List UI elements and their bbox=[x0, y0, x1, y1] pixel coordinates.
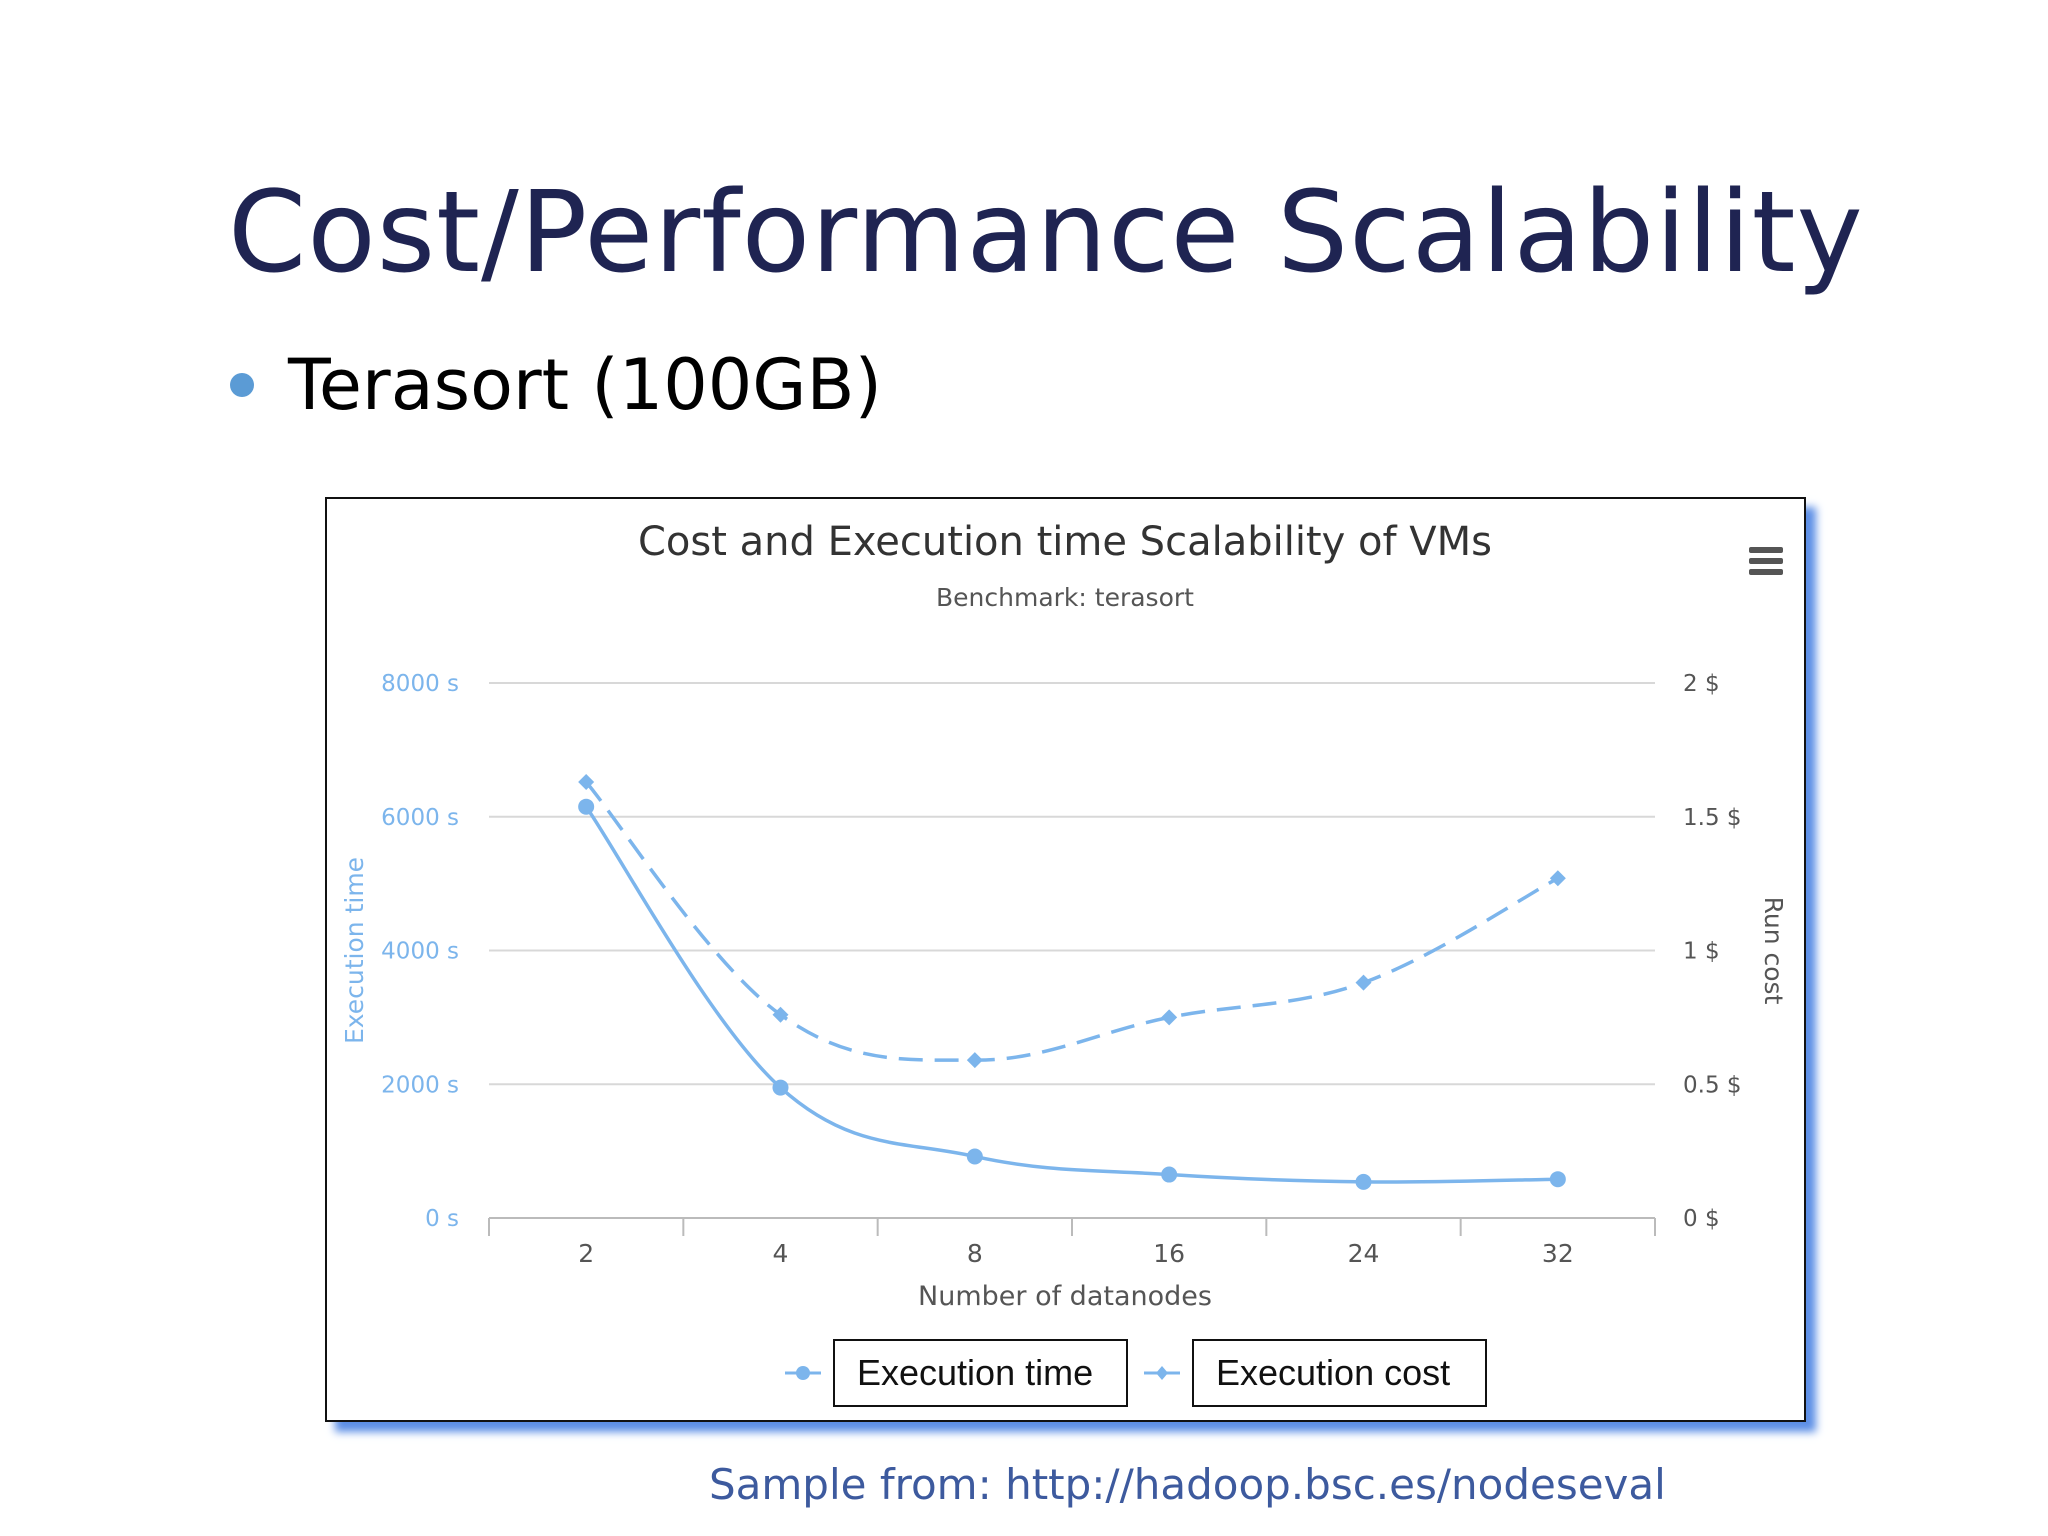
y-right-tick-label: 0.5 $ bbox=[1683, 1072, 1742, 1098]
series-point-1 bbox=[578, 773, 595, 790]
bullet-text: Terasort (100GB) bbox=[288, 344, 882, 426]
y-left-axis-title: Execution time bbox=[340, 857, 369, 1044]
legend-item-execution-cost[interactable]: Execution cost bbox=[1144, 1339, 1487, 1407]
chart-frame: Cost and Execution time Scalability of V… bbox=[325, 497, 1806, 1422]
series-point-1 bbox=[966, 1052, 983, 1069]
y-left-tick-label: 0 s bbox=[425, 1206, 459, 1232]
x-tick-label: 8 bbox=[967, 1239, 983, 1268]
y-left-tick-label: 2000 s bbox=[381, 1072, 459, 1098]
hamburger-menu-icon[interactable] bbox=[1749, 547, 1783, 581]
series-point-0 bbox=[1549, 1171, 1566, 1188]
series-point-1 bbox=[1549, 870, 1566, 887]
y-right-tick-label: 0 $ bbox=[1683, 1206, 1720, 1232]
y-right-tick-label: 2 $ bbox=[1683, 671, 1720, 697]
legend-label-execution-time: Execution time bbox=[833, 1339, 1128, 1407]
bullet-item: Terasort (100GB) bbox=[230, 344, 882, 426]
chart-subtitle: Benchmark: terasort bbox=[936, 583, 1194, 612]
series-point-1 bbox=[1161, 1009, 1178, 1026]
y-left-tick-label: 6000 s bbox=[381, 805, 459, 831]
series-point-1 bbox=[772, 1006, 789, 1023]
series-point-1 bbox=[1355, 974, 1372, 991]
x-tick-label: 16 bbox=[1153, 1239, 1185, 1268]
series-point-0 bbox=[772, 1079, 789, 1096]
series-point-0 bbox=[966, 1148, 983, 1165]
chart-svg: Cost and Execution time Scalability of V… bbox=[340, 519, 1788, 1312]
legend-item-execution-time[interactable]: Execution time bbox=[785, 1339, 1128, 1407]
slide-title: Cost/Performance Scalability bbox=[228, 168, 1864, 298]
chart-title: Cost and Execution time Scalability of V… bbox=[638, 519, 1492, 565]
series-line-0 bbox=[584, 805, 1558, 1184]
series-point-0 bbox=[1355, 1173, 1372, 1190]
series-line-1 bbox=[584, 780, 1559, 1062]
x-tick-label: 24 bbox=[1348, 1239, 1380, 1268]
x-tick-label: 4 bbox=[773, 1239, 789, 1268]
y-right-tick-label: 1 $ bbox=[1683, 939, 1720, 965]
series-point-0 bbox=[578, 798, 595, 815]
x-axis-title: Number of datanodes bbox=[918, 1281, 1212, 1312]
x-tick-label: 32 bbox=[1542, 1239, 1574, 1268]
y-right-axis-title: Run cost bbox=[1759, 897, 1788, 1005]
y-left-tick-label: 4000 s bbox=[381, 939, 459, 965]
source-note: Sample from: http://hadoop.bsc.es/nodese… bbox=[709, 1460, 1666, 1509]
y-right-tick-label: 1.5 $ bbox=[1683, 805, 1742, 831]
y-left-tick-label: 8000 s bbox=[381, 671, 459, 697]
legend-circle-marker-icon bbox=[785, 1366, 821, 1380]
bullet-dot-icon bbox=[230, 373, 254, 397]
legend-label-execution-cost: Execution cost bbox=[1192, 1339, 1487, 1407]
series-point-0 bbox=[1161, 1166, 1178, 1183]
legend-diamond-marker-icon bbox=[1144, 1366, 1180, 1380]
x-tick-label: 2 bbox=[578, 1239, 594, 1268]
